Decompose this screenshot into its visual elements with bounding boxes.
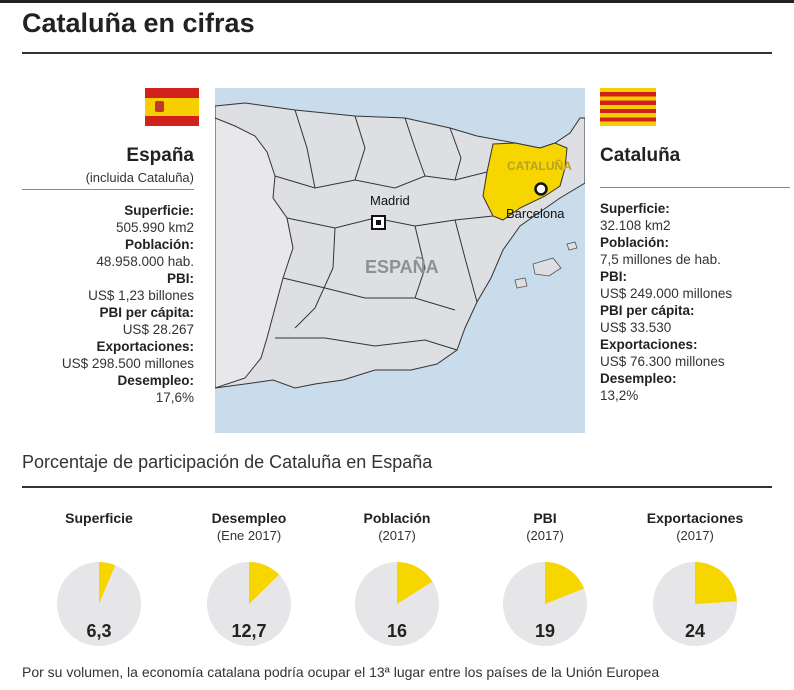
region-borders xyxy=(274,109,494,351)
spain-stat-value: 505.990 km2 xyxy=(115,220,194,235)
catalonia-stat-value: 13,2% xyxy=(600,388,639,403)
pie-label: Superficie xyxy=(65,510,133,526)
catalonia-stat-value: 7,5 millones de hab. xyxy=(600,252,721,267)
catalonia-stat-label: Exportaciones: xyxy=(600,337,698,352)
spain-note: (incluida Cataluña) xyxy=(85,170,194,185)
catalonia-stat-label: PBI per cápita: xyxy=(600,303,695,318)
madrid-label: Madrid xyxy=(370,193,410,208)
pie-sublabel xyxy=(24,527,174,544)
catalonia-stat-label: Desempleo: xyxy=(600,371,677,386)
footnote: Por su volumen, la economía catalana pod… xyxy=(22,664,660,680)
pie-svg: 6,3 xyxy=(57,562,141,646)
spain-heading: España xyxy=(126,145,194,166)
pie-svg: 19 xyxy=(503,562,587,646)
spain-map-label: ESPAÑA xyxy=(365,256,439,277)
spain-stat-value: US$ 1,23 billones xyxy=(88,288,194,303)
pie-value: 12,7 xyxy=(231,621,266,641)
pie-value: 19 xyxy=(535,621,555,641)
catalonia-stat-label: PBI: xyxy=(600,269,627,284)
catalonia-heading: Cataluña xyxy=(600,145,681,166)
spain-divider xyxy=(22,189,194,190)
page-title: Cataluña en cifras xyxy=(22,8,255,38)
chart-divider xyxy=(22,486,772,488)
top-border xyxy=(0,0,794,3)
barcelona-label: Barcelona xyxy=(506,206,565,221)
pie-svg: 12,7 xyxy=(207,562,291,646)
portugal-landmass xyxy=(215,117,294,389)
pie-chart-exportaciones: Exportaciones (2017) 24 xyxy=(620,510,770,646)
pie-chart-poblacion: Población (2017) 16 xyxy=(322,510,472,646)
barcelona-marker-icon xyxy=(534,182,548,196)
pie-sublabel: (Ene 2017) xyxy=(216,528,282,543)
spain-stat-label: Exportaciones: xyxy=(96,339,194,354)
pie-label: Desempleo xyxy=(211,510,287,526)
catalonia-stat-value: US$ 249.000 millones xyxy=(600,286,733,301)
spain-stats-panel: España (incluida Cataluña) Superficie: 5… xyxy=(22,145,194,406)
catalonia-region xyxy=(482,142,568,221)
catalonia-stat-label: Superficie: xyxy=(600,201,670,216)
pie-label: Población xyxy=(363,510,431,526)
pie-slice xyxy=(99,562,116,604)
spain-stat-value: US$ 28.267 xyxy=(122,322,194,337)
spain-stat-label: PBI per cápita: xyxy=(99,305,194,320)
pie-sublabel: (2017) xyxy=(526,528,564,543)
pie-label: Exportaciones xyxy=(646,510,744,526)
spain-stat-label: Desempleo: xyxy=(117,373,194,388)
catalonia-stat-value: 32.108 km2 xyxy=(600,218,671,233)
spain-map: Madrid Barcelona CATALUÑA ESPAÑA xyxy=(215,88,585,433)
pie-svg: 16 xyxy=(355,562,439,646)
pie-value: 6,3 xyxy=(86,621,111,641)
spain-stat-label: Población: xyxy=(124,237,194,252)
spain-flag-icon xyxy=(145,88,199,126)
pie-chart-superficie: Superficie 6,3 xyxy=(24,510,174,646)
pie-slice xyxy=(397,562,433,604)
chart-title: Porcentaje de participación de Cataluña … xyxy=(22,452,433,472)
pie-svg: 24 xyxy=(653,562,737,646)
pie-value: 24 xyxy=(685,621,705,641)
pie-chart-desempleo: Desempleo (Ene 2017) 12,7 xyxy=(174,510,324,646)
balearic-islands xyxy=(514,241,578,289)
pie-slice xyxy=(249,562,280,604)
catalonia-stat-label: Población: xyxy=(600,235,670,250)
spain-stat-label: PBI: xyxy=(167,271,194,286)
pie-chart-pbi: PBI (2017) 19 xyxy=(470,510,620,646)
catalonia-flag-icon xyxy=(600,88,656,126)
pie-slice xyxy=(545,562,585,604)
catalonia-stat-value: US$ 76.300 millones xyxy=(600,354,725,369)
pie-sublabel: (2017) xyxy=(378,528,416,543)
catalonia-map-label: CATALUÑA xyxy=(507,158,572,173)
pie-sublabel: (2017) xyxy=(676,528,714,543)
spain-stat-value: 48.958.000 hab. xyxy=(96,254,194,269)
pie-label: PBI xyxy=(533,510,557,526)
catalonia-stats-panel: Cataluña Superficie: 32.108 km2 Població… xyxy=(600,145,790,404)
catalonia-divider xyxy=(600,187,790,188)
spain-stat-value: 17,6% xyxy=(155,390,194,405)
title-divider xyxy=(22,52,772,54)
catalonia-stat-value: US$ 33.530 xyxy=(600,320,672,335)
spain-stat-value: US$ 298.500 millones xyxy=(61,356,194,371)
pie-slice xyxy=(695,562,737,604)
pie-value: 16 xyxy=(387,621,407,641)
spain-stat-label: Superficie: xyxy=(124,203,194,218)
